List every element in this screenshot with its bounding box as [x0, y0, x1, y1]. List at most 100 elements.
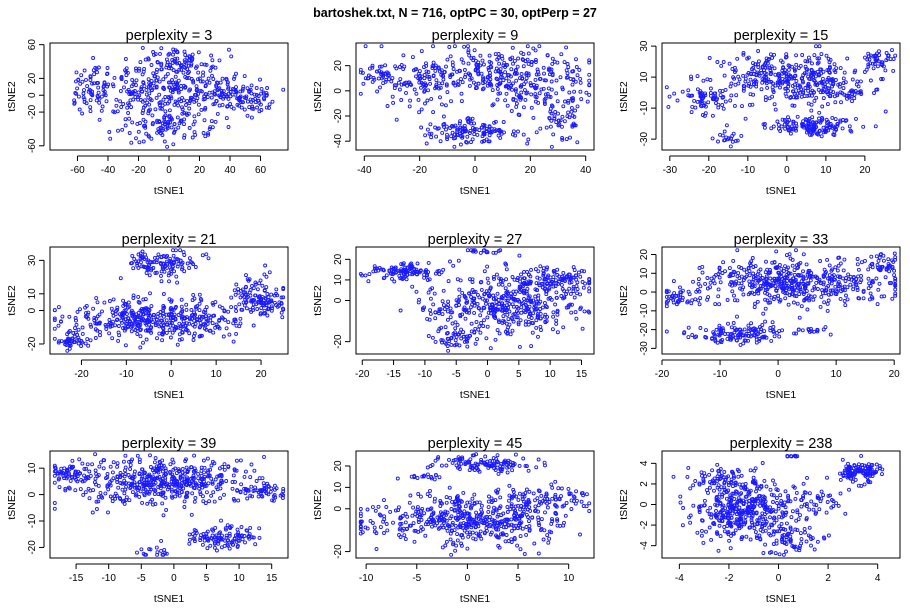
data-point [765, 85, 770, 90]
data-point [841, 76, 846, 81]
data-point [169, 125, 174, 130]
data-point [876, 287, 881, 292]
data-point [868, 78, 873, 83]
data-point [805, 83, 810, 88]
data-point [98, 333, 102, 338]
data-point [689, 110, 694, 115]
data-point [105, 471, 110, 476]
data-point [137, 140, 142, 145]
data-point [465, 134, 470, 139]
y-tick-label: -20 [639, 322, 650, 337]
data-point [817, 110, 822, 115]
data-point [884, 51, 889, 55]
data-point [423, 133, 428, 138]
data-point [851, 89, 856, 94]
data-point [106, 322, 111, 327]
data-point [698, 284, 703, 289]
data-point [251, 297, 256, 302]
data-point [587, 92, 592, 97]
data-point [434, 78, 439, 83]
data-point [480, 58, 485, 63]
data-point [144, 328, 148, 333]
data-point [209, 65, 214, 70]
data-point [123, 308, 128, 313]
data-point [780, 117, 785, 122]
data-point [164, 312, 169, 317]
data-point [105, 71, 110, 76]
data-point [182, 83, 186, 88]
data-point [120, 320, 124, 325]
data-point [245, 113, 250, 118]
data-point [189, 63, 194, 68]
data-point [186, 75, 191, 80]
data-point [486, 139, 491, 144]
data-point [456, 79, 461, 84]
data-point [83, 341, 88, 346]
data-point [769, 79, 774, 84]
data-point [561, 104, 566, 109]
data-point [795, 301, 800, 306]
data-point [478, 53, 483, 58]
data-point [86, 316, 91, 321]
data-point [121, 102, 126, 106]
data-point [465, 344, 470, 349]
data-point [110, 336, 115, 341]
data-point [566, 100, 571, 105]
data-point [192, 453, 197, 458]
data-point [847, 91, 852, 96]
data-point [160, 106, 164, 111]
data-point [202, 97, 207, 101]
data-point [59, 339, 64, 344]
data-point [182, 49, 187, 54]
data-point [137, 320, 142, 325]
data-point [801, 252, 806, 257]
data-point [790, 83, 795, 88]
data-point [514, 71, 519, 76]
data-point [84, 77, 88, 82]
data-point [460, 134, 465, 139]
data-point [840, 91, 845, 96]
data-point [148, 107, 152, 112]
data-point [161, 292, 166, 296]
data-point [204, 305, 209, 310]
data-point [183, 327, 188, 332]
data-point [202, 538, 207, 543]
data-point [234, 71, 238, 76]
data-point [461, 60, 466, 65]
data-point [825, 126, 829, 130]
data-point [114, 103, 119, 108]
data-point [162, 269, 167, 274]
data-point [163, 109, 168, 114]
data-point [142, 257, 147, 261]
data-point [538, 264, 543, 269]
data-point [854, 116, 858, 121]
data-point [69, 336, 74, 341]
data-point [188, 97, 193, 102]
data-point [180, 95, 185, 100]
data-point [180, 324, 185, 329]
data-point [544, 125, 549, 130]
data-point [556, 111, 560, 116]
data-point [262, 311, 267, 316]
data-point [566, 110, 571, 115]
data-point [248, 87, 253, 92]
data-point [174, 69, 179, 74]
data-point [764, 56, 769, 61]
x-tick-label: 10 [820, 165, 832, 176]
data-point [253, 485, 258, 490]
data-point [187, 126, 192, 130]
data-point [431, 110, 436, 115]
data-point [678, 285, 682, 290]
data-point [466, 120, 471, 125]
data-point [742, 327, 747, 332]
data-point [254, 479, 259, 483]
data-point [211, 490, 216, 495]
data-point [548, 124, 553, 129]
data-point [484, 129, 489, 134]
data-point [426, 70, 431, 75]
data-point [243, 540, 247, 545]
data-point [810, 115, 815, 120]
data-point [812, 127, 816, 132]
data-point [123, 123, 128, 128]
data-point [230, 480, 235, 484]
